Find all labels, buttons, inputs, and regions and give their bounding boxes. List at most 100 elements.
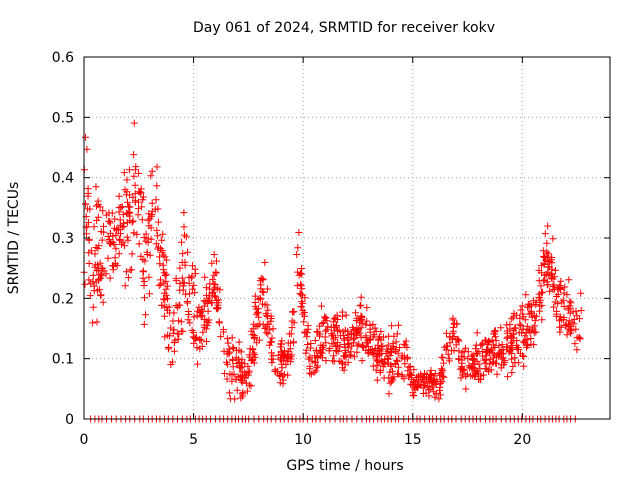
data-point (171, 336, 179, 344)
data-point (414, 377, 422, 385)
data-point (251, 292, 259, 300)
data-point (509, 362, 517, 370)
data-point (180, 223, 188, 231)
x-tick-label: 0 (80, 432, 89, 448)
data-point (199, 328, 207, 336)
data-point (386, 379, 394, 387)
data-point (340, 366, 348, 374)
data-point (410, 366, 418, 374)
data-point (491, 359, 499, 367)
data-point (257, 281, 265, 289)
data-point (552, 310, 560, 318)
data-point (87, 247, 95, 255)
data-point (374, 361, 382, 369)
data-point (224, 360, 232, 368)
data-point (235, 346, 243, 354)
data-point (124, 198, 131, 206)
data-point (186, 319, 194, 327)
data-point (322, 314, 330, 322)
data-point (142, 237, 150, 245)
data-point (202, 284, 210, 292)
data-point (176, 264, 184, 272)
data-point (261, 325, 269, 332)
data-point (363, 304, 371, 312)
data-point (389, 367, 396, 375)
data-point (566, 322, 574, 330)
data-point (317, 348, 325, 356)
data-point (573, 312, 581, 320)
data-point (455, 337, 463, 345)
data-point (302, 349, 310, 357)
data-point (341, 361, 349, 369)
data-point (148, 199, 156, 207)
data-point (105, 237, 113, 245)
data-point (191, 289, 199, 297)
data-point (544, 257, 552, 265)
data-point (267, 317, 275, 325)
data-point (164, 306, 171, 314)
data-point (374, 341, 382, 349)
data-point (488, 345, 496, 353)
data-point (313, 328, 321, 336)
data-point (204, 307, 212, 315)
data-point (532, 312, 540, 320)
data-point (446, 339, 454, 347)
data-point (284, 339, 292, 347)
data-point (213, 297, 221, 304)
data-point (549, 283, 557, 291)
data-point (421, 369, 428, 377)
data-point (520, 353, 528, 360)
data-point (250, 349, 258, 357)
data-point (347, 348, 355, 356)
data-point (405, 363, 413, 371)
data-point (276, 355, 284, 363)
data-point (164, 345, 172, 353)
data-point (449, 327, 457, 335)
data-point (516, 315, 524, 322)
data-point (137, 252, 145, 260)
data-point (251, 299, 259, 306)
data-point (389, 376, 397, 384)
data-point (410, 378, 418, 386)
data-point (162, 285, 170, 293)
data-point (479, 352, 487, 360)
data-point (480, 356, 488, 364)
data-point (158, 248, 166, 256)
data-point (497, 361, 505, 369)
data-point (437, 391, 445, 399)
data-point (116, 236, 124, 244)
data-point (452, 341, 460, 349)
data-point (266, 326, 274, 334)
data-point (190, 313, 198, 321)
data-point (353, 348, 361, 356)
data-point (501, 357, 509, 365)
data-point (363, 317, 371, 325)
data-point (384, 341, 392, 349)
data-point (236, 372, 244, 380)
data-point (462, 385, 470, 393)
data-point (129, 217, 137, 225)
data-point (126, 203, 134, 211)
data-point (453, 320, 461, 328)
data-point (509, 330, 517, 338)
data-point (530, 297, 538, 305)
data-point (519, 310, 527, 318)
data-point (284, 353, 292, 361)
data-point (197, 313, 205, 321)
data-point (359, 319, 367, 327)
data-point (394, 363, 402, 371)
data-point (572, 325, 580, 333)
data-point (123, 233, 131, 241)
data-point (491, 330, 498, 338)
data-point (247, 327, 255, 335)
axis-ticks: 0 0.1 0.2 0.3 0.4 0.5 0.6 0 5 10 15 20 (52, 50, 610, 448)
data-point (387, 345, 395, 353)
data-point (96, 270, 104, 278)
data-point (91, 261, 99, 269)
data-point (306, 353, 314, 361)
data-point (384, 355, 392, 363)
data-point (299, 299, 307, 307)
data-point (81, 280, 89, 288)
data-point (491, 327, 499, 335)
data-point (558, 298, 566, 306)
